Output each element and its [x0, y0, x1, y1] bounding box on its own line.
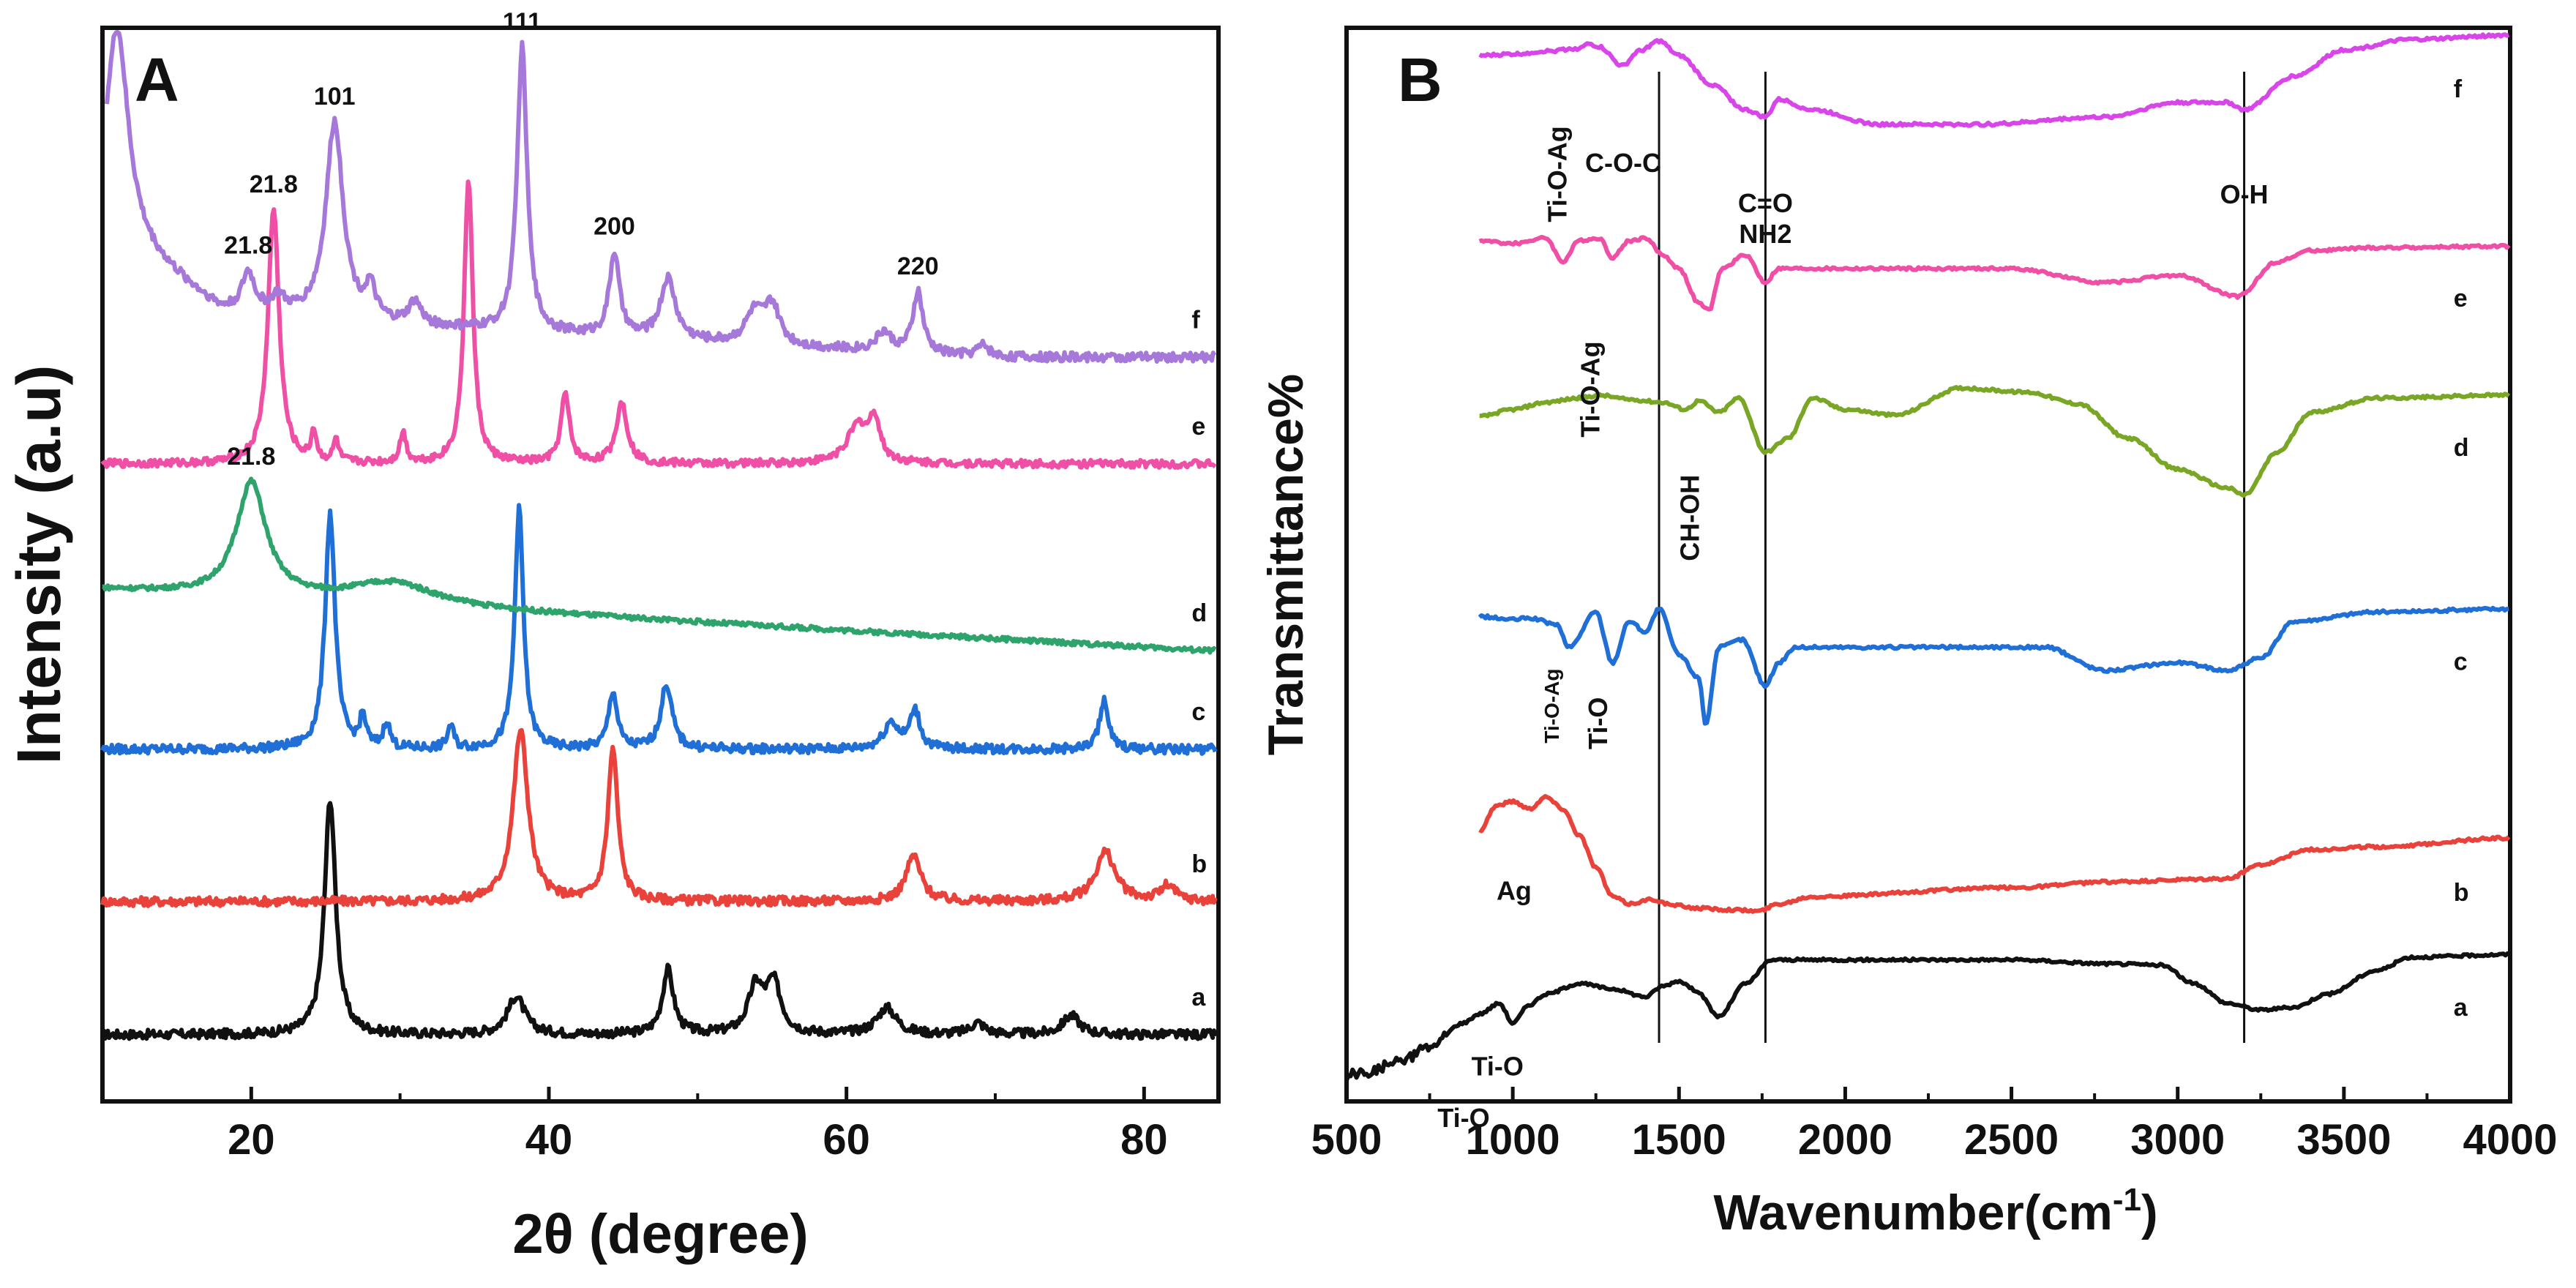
ftir-band-label: Ag	[1497, 875, 1532, 905]
xrd-peak-labels: 21.8 101 111 200 220 21.8 21.8	[224, 8, 938, 471]
xrd-series-c	[100, 503, 1218, 756]
ftir-band-label: C=O	[1738, 188, 1793, 218]
ftir-curve-label-c: c	[2454, 648, 2468, 675]
ftir-y-axis-title: Transmittance%	[1258, 374, 1314, 756]
xrd-x-tick-label: 20	[228, 1116, 275, 1164]
xrd-curve-label-d: d	[1191, 599, 1207, 627]
xrd-panel: a b c d e f 21.8 101 111 200 220 21.8 21.8 20 40 60 80…	[4, 8, 1221, 1265]
ftir-x-axis-title-superscript: -1	[2113, 1182, 2141, 1218]
ftir-series-c	[1478, 605, 2509, 726]
xrd-peak-label: 220	[897, 252, 939, 280]
xrd-y-axis-title: Intensity (a.u)	[4, 364, 73, 764]
xrd-series-d	[101, 476, 1217, 655]
ftir-curve-label-a: a	[2454, 994, 2468, 1022]
ftir-x-axis-title: Wavenumber(cm-1)	[1713, 1182, 2157, 1240]
ftir-curve-label-f: f	[2454, 75, 2463, 103]
ftir-x-tick-label: 2000	[1798, 1116, 1892, 1164]
ftir-band-label: Ti-O-Ag	[1540, 669, 1563, 744]
xrd-curve-label-c: c	[1191, 698, 1205, 726]
ftir-x-tick-label: 3500	[2296, 1116, 2391, 1164]
xrd-peak-label: 111	[503, 8, 542, 36]
xrd-series-b	[100, 727, 1218, 908]
ftir-x-tick-label: 3000	[2130, 1116, 2225, 1164]
ftir-curve-label-e: e	[2454, 285, 2468, 312]
ftir-x-tick-label: 1000	[1466, 1116, 1560, 1164]
ftir-series-group	[1344, 32, 2511, 1082]
panel-letter-b: B	[1398, 45, 1442, 114]
xrd-x-tick-label: 80	[1120, 1116, 1168, 1164]
xrd-curve-label-a: a	[1191, 984, 1206, 1011]
ftir-curve-label-b: b	[2454, 879, 2469, 907]
xrd-curve-label-b: b	[1191, 850, 1207, 878]
xrd-series-a	[101, 801, 1218, 1041]
xrd-x-tick-label: 40	[525, 1116, 573, 1164]
ftir-x-tick-label: 1500	[1632, 1116, 1726, 1164]
ftir-x-axis-title-main: Wavenumber(cm	[1713, 1185, 2112, 1240]
ftir-band-label: Ti-O	[1583, 697, 1613, 749]
xrd-peak-label: 200	[594, 212, 635, 240]
panel-letter-a: A	[135, 45, 179, 114]
ftir-reference-lines	[1658, 72, 2246, 1043]
ftir-x-axis-title-close: )	[2141, 1185, 2158, 1240]
xrd-curve-label-e: e	[1191, 413, 1205, 441]
ftir-x-ticks: 500 1000 1500 2000 2500 3000 3500 4000	[1311, 1087, 2558, 1164]
xrd-plot-frame	[100, 26, 1221, 1104]
ftir-series-a	[1344, 951, 2511, 1082]
xrd-x-ticks: 20 40 60 80	[228, 1087, 1168, 1164]
ftir-series-e	[1478, 235, 2511, 312]
ftir-curve-label-d: d	[2454, 434, 2469, 462]
ftir-band-label: Ti-O-Ag	[1543, 126, 1573, 222]
ftir-band-label: O-H	[2220, 179, 2269, 209]
xrd-x-tick-label: 60	[823, 1116, 870, 1164]
ftir-series-f	[1478, 32, 2510, 128]
xrd-peak-label: 21.8	[250, 171, 298, 198]
xrd-series-group	[100, 30, 1218, 1041]
ftir-series-b	[1478, 794, 2511, 914]
ftir-x-tick-label: 2500	[1964, 1116, 2059, 1164]
ftir-band-label: NH2	[1739, 219, 1791, 249]
xrd-peak-label: 101	[314, 83, 356, 111]
ftir-x-tick-label: 4000	[2463, 1116, 2557, 1164]
ftir-band-label: Ti-O-Ag	[1575, 341, 1605, 437]
xrd-peak-label: 21.8	[227, 443, 275, 471]
ftir-band-label: CH-OH	[1675, 475, 1705, 561]
xrd-series-f	[105, 30, 1217, 364]
xrd-peak-label: 21.8	[224, 232, 272, 260]
xrd-x-axis-title: 2θ (degree)	[512, 1203, 808, 1265]
ftir-band-label: C-O-C	[1585, 148, 1661, 178]
ftir-band-label: Ti-O	[1437, 1103, 1489, 1133]
ftir-x-tick-label: 500	[1311, 1116, 1382, 1164]
xrd-curve-labels: a b c d e f	[1191, 306, 1207, 1011]
xrd-curve-label-f: f	[1191, 306, 1200, 334]
ftir-band-label: Ti-O	[1472, 1051, 1524, 1081]
xrd-series-e	[100, 179, 1217, 470]
ftir-series-d	[1479, 385, 2511, 498]
ftir-curve-labels: a b c d e f	[2454, 75, 2469, 1022]
